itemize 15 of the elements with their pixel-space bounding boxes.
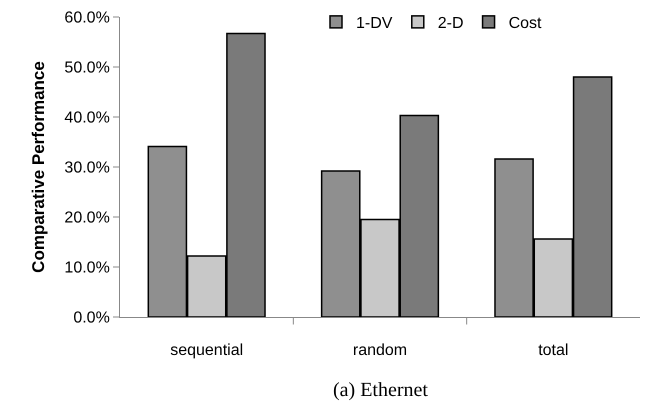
x-tick-label: sequential bbox=[170, 342, 244, 360]
legend-label: Cost bbox=[508, 15, 542, 32]
y-tick-label: 30.0% bbox=[64, 160, 110, 177]
text: (a) Ethernet bbox=[333, 379, 428, 401]
y-tick-label: 20.0% bbox=[64, 210, 110, 227]
y-tick-label: 60.0% bbox=[64, 10, 110, 27]
y-tick-label: 40.0% bbox=[64, 110, 110, 127]
y-tick-label: 10.0% bbox=[64, 260, 110, 277]
x-tick-label: total bbox=[538, 342, 568, 360]
y-tick-label: 50.0% bbox=[64, 60, 110, 77]
legend-label: 2-D bbox=[438, 15, 464, 32]
y-axis-title: Comparative Performance bbox=[28, 61, 48, 273]
x-tick-label: random bbox=[352, 342, 408, 360]
y-tick-label: 0.0% bbox=[73, 310, 110, 327]
legend-label: 1-DV bbox=[356, 15, 393, 32]
